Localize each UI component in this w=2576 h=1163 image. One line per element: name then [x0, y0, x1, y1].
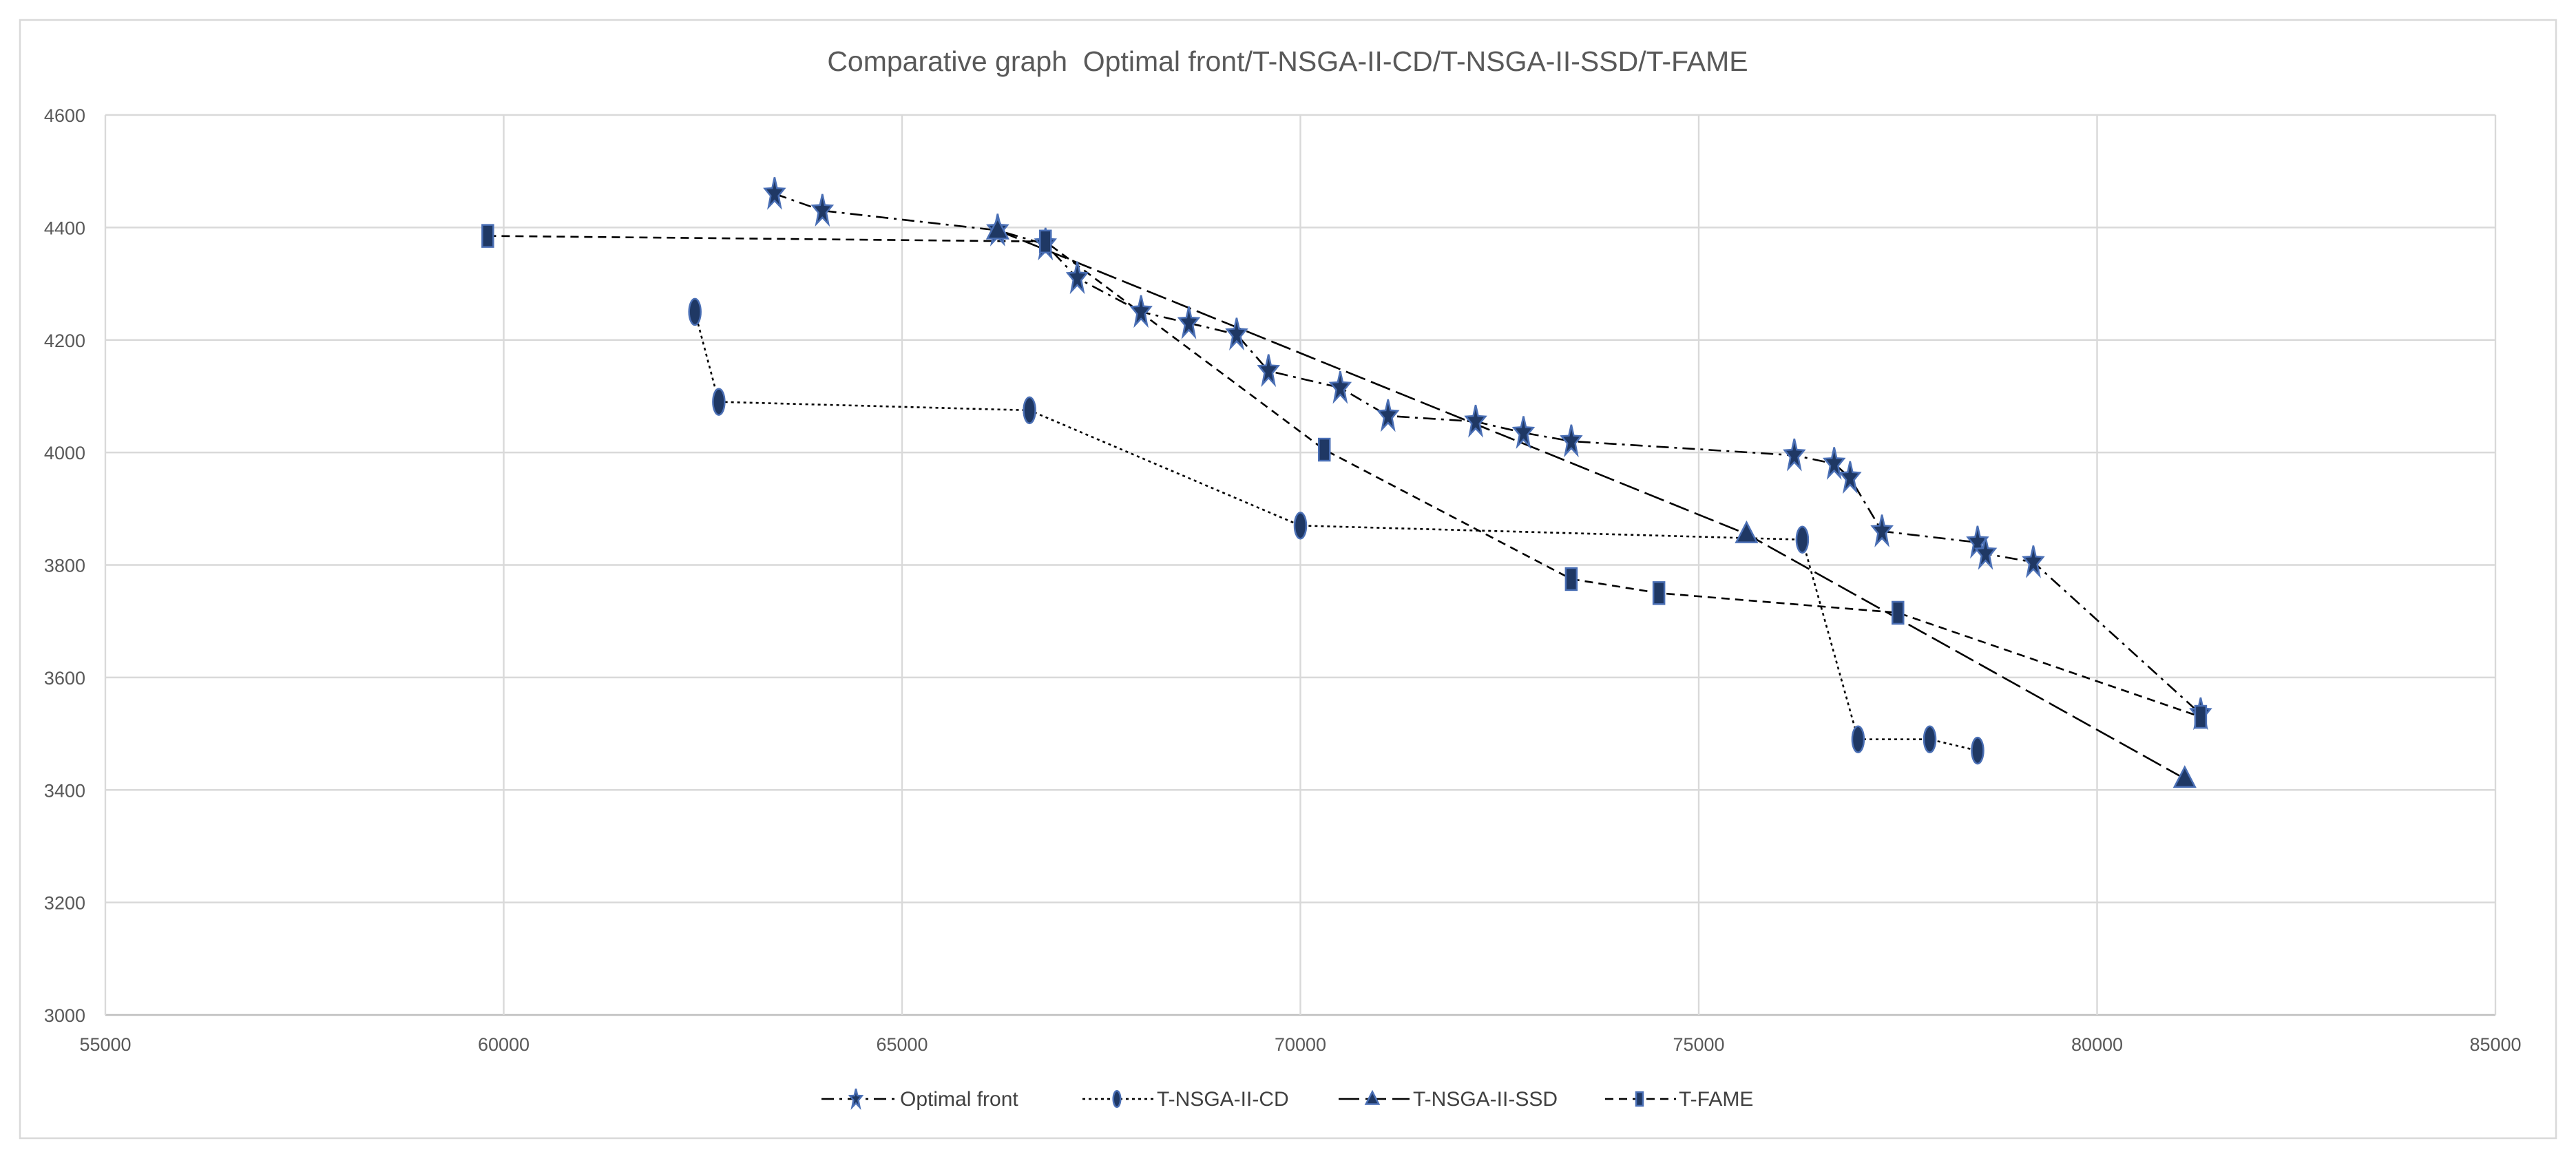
optimal-front-series-line — [774, 193, 2201, 715]
optimal-front-star-marker — [1177, 306, 1201, 339]
t-nsga-ii-cd-ellipse-marker — [1023, 396, 1036, 425]
t-nsga-ii-ssd-triangle-marker — [985, 216, 1009, 240]
data-markers — [481, 177, 2212, 788]
t-fame-rectangle-marker — [1039, 229, 1052, 254]
t-fame-rectangle-marker — [2194, 704, 2208, 729]
t-nsga-ii-cd-ellipse-marker — [1851, 725, 1865, 753]
legend-label: T-NSGA-II-CD — [1157, 1088, 1289, 1111]
optimal-front-star-marker — [1129, 295, 1153, 328]
y-tick-label: 4200 — [44, 331, 85, 351]
x-tick-label: 60000 — [478, 1034, 530, 1055]
y-tick-label: 3400 — [44, 780, 85, 801]
legend-label: Optimal front — [900, 1088, 1018, 1111]
optimal-front-star-marker — [763, 177, 786, 210]
legend-item-t-nsga-ii-ssd: T-NSGA-II-SSD — [1339, 1088, 1558, 1111]
optimal-front-star-marker — [2022, 545, 2045, 578]
optimal-front-star-marker — [1870, 514, 1894, 547]
legend-rectangle-icon — [1635, 1091, 1644, 1107]
x-tick-label: 85000 — [2469, 1034, 2521, 1055]
y-tick-label: 4000 — [44, 443, 85, 463]
t-nsga-ii-cd-ellipse-marker — [712, 388, 726, 416]
x-tick-label: 75000 — [1673, 1034, 1724, 1055]
x-tick-label: 70000 — [1275, 1034, 1326, 1055]
x-tick-label: 80000 — [2071, 1034, 2123, 1055]
t-nsga-ii-cd-ellipse-marker — [1293, 512, 1308, 540]
legend-label: T-NSGA-II-SSD — [1413, 1088, 1558, 1111]
y-tick-label: 4400 — [44, 218, 85, 238]
optimal-front-star-marker — [1839, 461, 1862, 494]
optimal-front-star-marker — [1065, 261, 1089, 295]
legend: Optimal front T-NSGA-II-CD T-NSGA-II-SSD T-… — [821, 1088, 1753, 1111]
t-nsga-ii-ssd-triangle-marker — [2172, 765, 2197, 788]
legend-triangle-icon — [1364, 1089, 1381, 1105]
gridlines — [104, 114, 2497, 1016]
tick-labels: 3000 3200 3400 3600 3800 4000 4200 4400 4600 5500… — [44, 105, 2522, 1055]
t-fame-rectangle-marker — [481, 224, 494, 248]
optimal-front-star-marker — [1560, 424, 1583, 458]
t-nsga-ii-cd-ellipse-marker — [688, 297, 702, 326]
optimal-front-star-marker — [1511, 416, 1536, 450]
chart-title: Comparative graph Optimal front/T-NSGA-I… — [827, 45, 1748, 77]
legend-star-icon — [848, 1088, 864, 1110]
optimal-front-star-marker — [1225, 317, 1248, 351]
legend-item-t-fame: T-FAME — [1605, 1088, 1753, 1111]
y-tick-label: 4600 — [44, 105, 85, 126]
t-fame-rectangle-marker — [1564, 567, 1578, 591]
y-tick-label: 3800 — [44, 556, 85, 576]
t-fame-rectangle-marker — [1892, 600, 1905, 625]
legend-item-optimal-front: Optimal front — [821, 1088, 1018, 1111]
chart-area — [19, 19, 2557, 1140]
t-fame-rectangle-marker — [1317, 437, 1331, 462]
optimal-front-star-marker — [1328, 370, 1352, 404]
t-nsga-ii-cd-ellipse-marker — [1971, 736, 1985, 765]
optimal-front-star-marker — [1973, 536, 1998, 570]
optimal-front-star-marker — [1376, 399, 1400, 432]
x-tick-label: 65000 — [876, 1034, 928, 1055]
t-nsga-ii-cd-series-line — [693, 311, 1978, 752]
legend-label: T-FAME — [1679, 1088, 1753, 1111]
optimal-front-star-marker — [1257, 354, 1281, 388]
y-tick-label: 3600 — [44, 668, 85, 689]
t-fame-rectangle-marker — [1652, 581, 1666, 605]
y-tick-label: 3000 — [44, 1005, 85, 1026]
t-nsga-ii-ssd-triangle-marker — [1735, 520, 1759, 543]
optimal-front-star-marker — [1822, 447, 1846, 480]
legend-ellipse-icon — [1112, 1089, 1122, 1109]
y-tick-label: 3200 — [44, 893, 85, 914]
optimal-front-star-marker — [1783, 438, 1806, 472]
optimal-front-star-marker — [1464, 404, 1487, 438]
t-nsga-ii-cd-ellipse-marker — [1923, 725, 1937, 753]
legend-item-t-nsga-ii-cd: T-NSGA-II-CD — [1082, 1088, 1289, 1111]
x-tick-label: 55000 — [79, 1034, 131, 1055]
t-nsga-ii-cd-ellipse-marker — [1795, 525, 1810, 554]
optimal-front-star-marker — [810, 193, 835, 227]
